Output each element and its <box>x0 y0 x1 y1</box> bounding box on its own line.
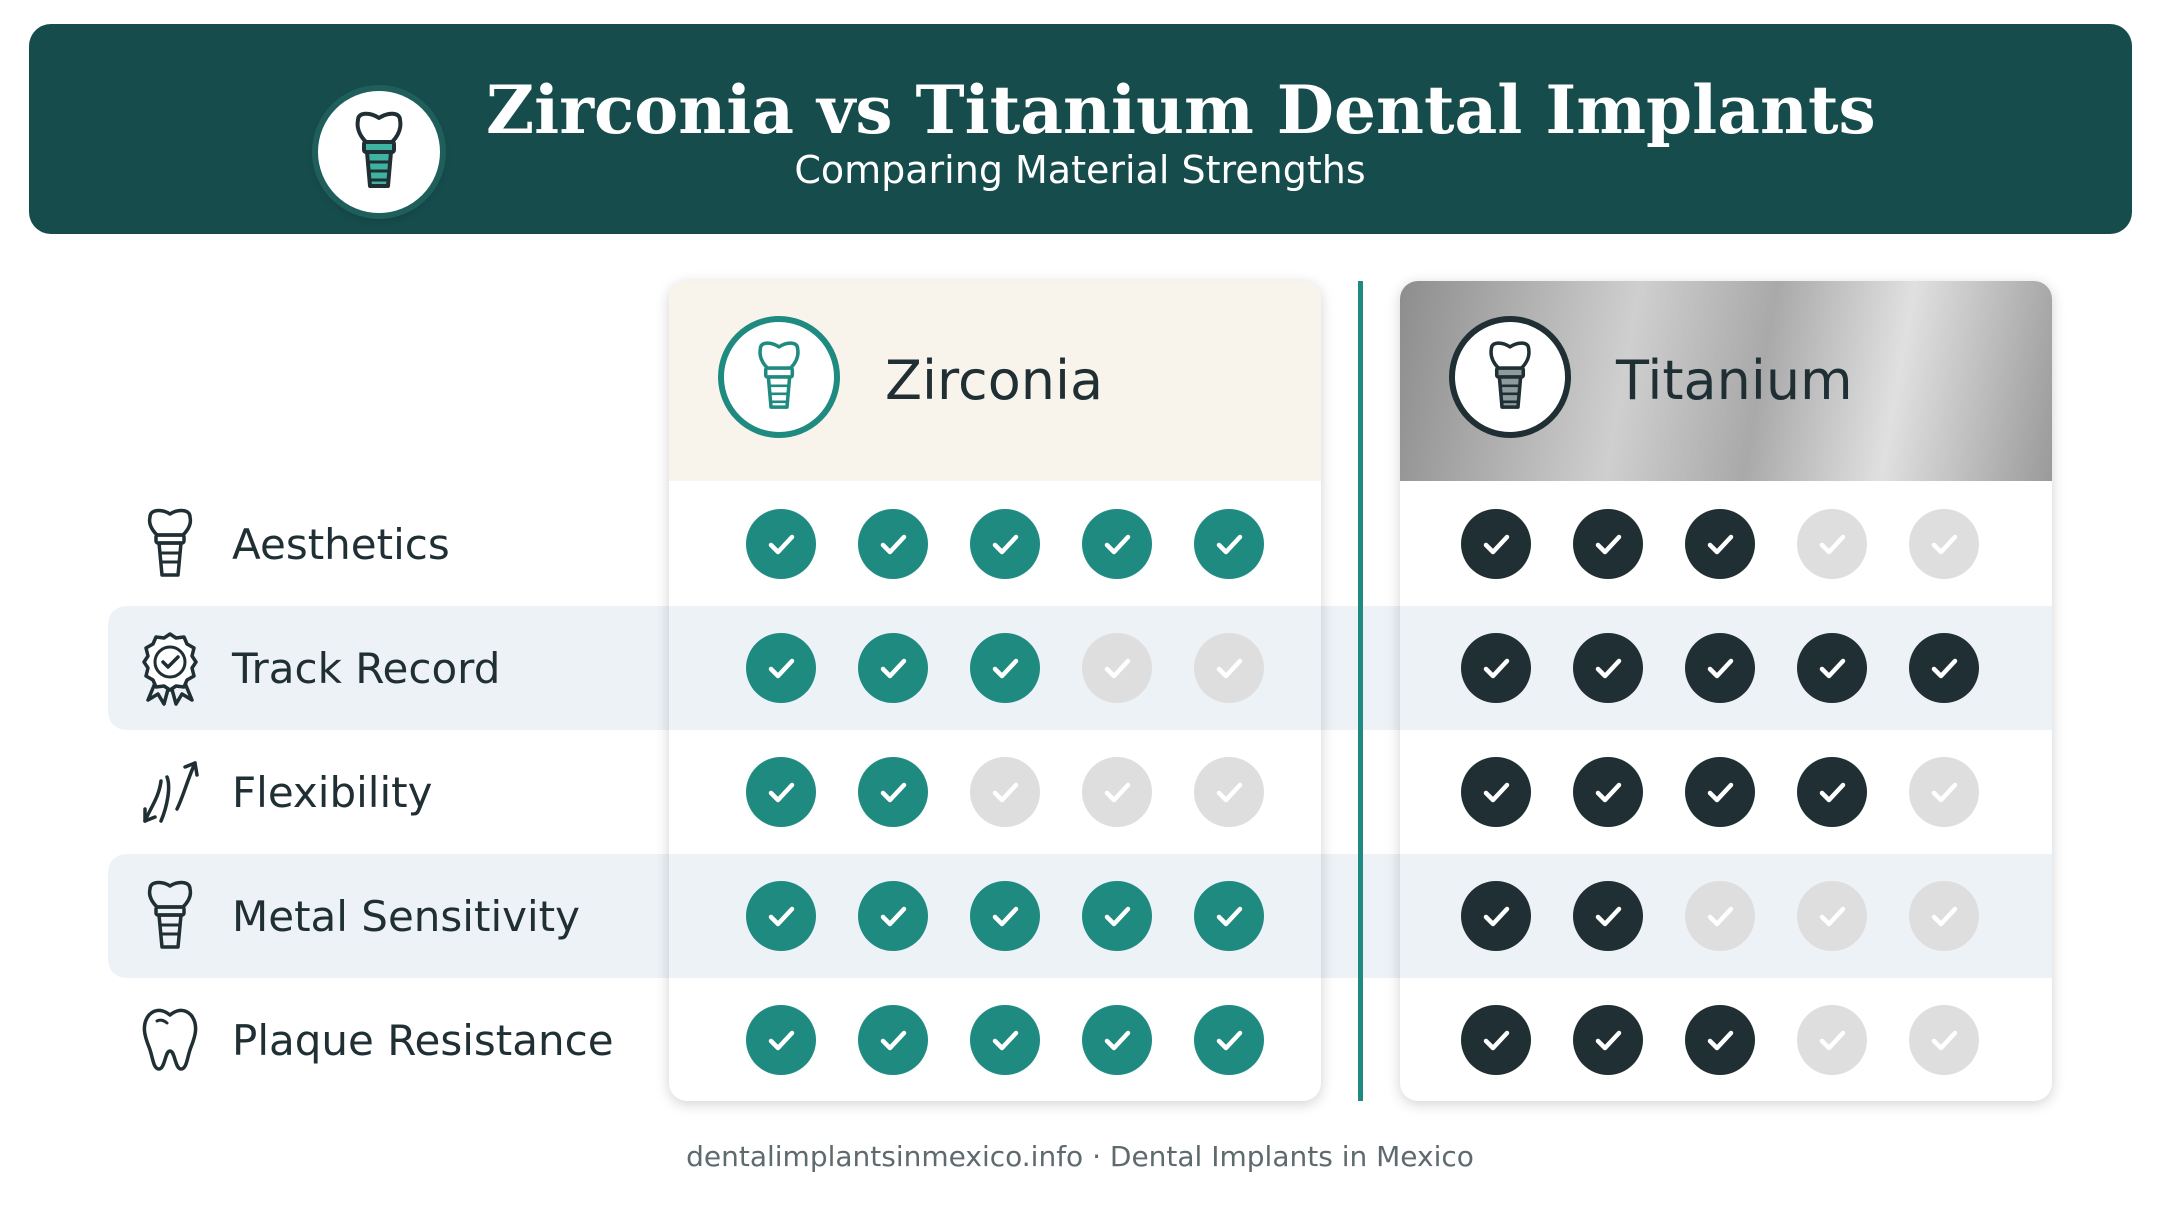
zirconia-rating-metal-sensitivity <box>746 854 1306 978</box>
dental-implant-icon <box>1449 316 1571 438</box>
zirconia-rating-track-record <box>746 606 1306 730</box>
bend-arrows-icon <box>132 754 208 830</box>
implant-icon <box>132 506 208 582</box>
zirconia-title: Zirconia <box>885 349 1104 412</box>
check-icon-active <box>1573 1005 1643 1075</box>
titanium-rating-aesthetics <box>1461 482 2021 606</box>
check-icon-active <box>1082 881 1152 951</box>
check-icon-inactive <box>1797 1005 1867 1075</box>
check-icon-inactive <box>970 757 1040 827</box>
check-icon-active <box>1194 881 1264 951</box>
check-icon-active <box>858 881 928 951</box>
titanium-header: Titanium <box>1400 281 2052 481</box>
titanium-rating-metal-sensitivity <box>1461 854 2021 978</box>
zirconia-rating-flexibility <box>746 730 1306 854</box>
check-icon-active <box>858 509 928 579</box>
titanium-rating-plaque-resistance <box>1461 978 2021 1102</box>
row-label-text: Track Record <box>232 643 501 693</box>
check-icon-active <box>1685 1005 1755 1075</box>
check-icon-active <box>1573 509 1643 579</box>
dental-implant-icon <box>318 91 440 213</box>
row-metal-sensitivity: Metal Sensitivity <box>132 854 580 978</box>
check-icon-active <box>1685 633 1755 703</box>
check-icon-active <box>970 633 1040 703</box>
check-icon-active <box>970 1005 1040 1075</box>
check-icon-active <box>1573 881 1643 951</box>
check-icon-active <box>746 633 816 703</box>
check-icon-active <box>1573 757 1643 827</box>
check-icon-inactive <box>1797 509 1867 579</box>
check-icon-active <box>1461 881 1531 951</box>
check-icon-inactive <box>1194 633 1264 703</box>
check-icon-active <box>1797 633 1867 703</box>
zirconia-rating-plaque-resistance <box>746 978 1306 1102</box>
row-label-text: Aesthetics <box>232 519 450 569</box>
check-icon-active <box>746 881 816 951</box>
check-icon-active <box>1082 509 1152 579</box>
check-icon-inactive <box>1797 881 1867 951</box>
check-icon-active <box>1909 633 1979 703</box>
check-icon-active <box>1797 757 1867 827</box>
implant-icon <box>132 878 208 954</box>
zirconia-header: Zirconia <box>669 281 1321 481</box>
check-icon-inactive <box>1082 633 1152 703</box>
row-label-text: Flexibility <box>232 767 433 817</box>
tooth-icon <box>132 1002 208 1078</box>
check-icon-active <box>1461 1005 1531 1075</box>
check-icon-active <box>746 509 816 579</box>
check-icon-active <box>1573 633 1643 703</box>
check-icon-inactive <box>1909 757 1979 827</box>
page-title: Zirconia vs Titanium Dental Implants <box>486 71 1876 149</box>
row-plaque-resistance: Plaque Resistance <box>132 978 614 1102</box>
check-icon-active <box>1461 633 1531 703</box>
row-label-text: Plaque Resistance <box>232 1015 614 1065</box>
check-icon-active <box>858 757 928 827</box>
check-icon-inactive <box>1909 881 1979 951</box>
row-aesthetics: Aesthetics <box>132 482 450 606</box>
titanium-rating-flexibility <box>1461 730 2021 854</box>
check-icon-inactive <box>1685 881 1755 951</box>
header-banner: Zirconia vs Titanium Dental Implants <box>29 24 2132 234</box>
check-icon-active <box>858 1005 928 1075</box>
check-icon-active <box>1194 1005 1264 1075</box>
page-subtitle: Comparing Material Strengths <box>794 148 1366 192</box>
row-track-record: Track Record <box>132 606 500 730</box>
row-flexibility: Flexibility <box>132 730 432 854</box>
check-icon-active <box>746 1005 816 1075</box>
check-icon-inactive <box>1909 509 1979 579</box>
check-icon-active <box>970 509 1040 579</box>
titanium-rating-track-record <box>1461 606 2021 730</box>
check-icon-active <box>746 757 816 827</box>
check-icon-active <box>1461 757 1531 827</box>
column-divider <box>1358 281 1363 1101</box>
check-icon-active <box>1194 509 1264 579</box>
dental-implant-icon <box>718 316 840 438</box>
check-icon-inactive <box>1082 757 1152 827</box>
zirconia-rating-aesthetics <box>746 482 1306 606</box>
check-icon-active <box>1685 509 1755 579</box>
check-icon-inactive <box>1194 757 1264 827</box>
row-label-text: Metal Sensitivity <box>232 891 580 941</box>
titanium-title: Titanium <box>1616 349 1853 412</box>
check-icon-active <box>970 881 1040 951</box>
check-icon-active <box>1685 757 1755 827</box>
award-ribbon-icon <box>132 630 208 706</box>
check-icon-active <box>1082 1005 1152 1075</box>
check-icon-inactive <box>1909 1005 1979 1075</box>
footer-credit: dentalimplantsinmexico.info · Dental Imp… <box>686 1140 1474 1173</box>
check-icon-active <box>1461 509 1531 579</box>
check-icon-active <box>858 633 928 703</box>
